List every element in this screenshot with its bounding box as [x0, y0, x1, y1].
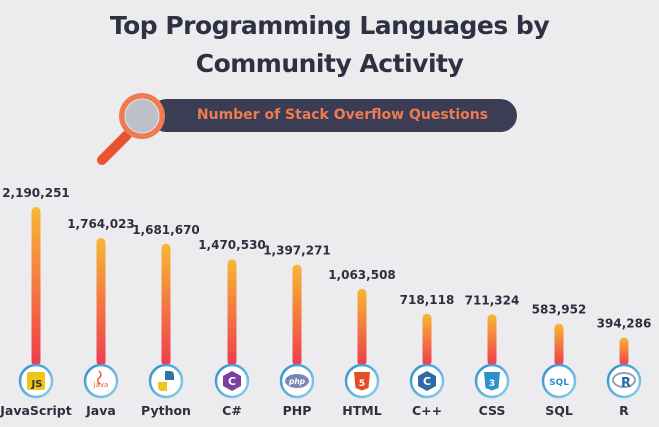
bar-c- — [227, 259, 237, 366]
bar-sql — [554, 323, 564, 366]
sql-icon: SQL — [541, 363, 577, 399]
svg-text:C: C — [423, 375, 431, 388]
subtitle-banner — [150, 99, 517, 132]
bar-python — [161, 243, 171, 366]
bar-css — [487, 314, 497, 366]
value-label: 711,324 — [465, 293, 520, 307]
category-label: C# — [222, 403, 242, 418]
bar-java — [96, 237, 106, 366]
javascript-icon: JS — [18, 363, 54, 399]
category-label: PHP — [283, 403, 312, 418]
csharp-icon: C — [214, 363, 250, 399]
chart-title-line1: Top Programming Languages by — [109, 11, 550, 40]
chart-title-line2: Community Activity — [195, 49, 464, 78]
category-label: HTML — [342, 403, 381, 418]
cpp-icon: C — [409, 363, 445, 399]
bar-javascript — [31, 207, 41, 366]
css3-icon: 3 — [474, 363, 510, 399]
bar-php — [292, 264, 302, 366]
java-icon: java — [83, 363, 119, 399]
category-label: SQL — [545, 403, 573, 418]
category-label: Java — [85, 403, 116, 418]
svg-text:C: C — [228, 375, 236, 388]
value-label: 718,118 — [400, 293, 455, 307]
r-icon: R — [606, 363, 642, 399]
magnifier-icon — [97, 93, 165, 165]
html5-icon: 5 — [344, 363, 380, 399]
value-label: 394,286 — [597, 316, 652, 330]
value-label: 1,764,023 — [67, 217, 135, 231]
category-label: R — [619, 403, 629, 418]
value-label: 1,397,271 — [263, 244, 331, 258]
php-icon: php — [279, 363, 315, 399]
svg-text:3: 3 — [489, 379, 495, 389]
category-label: C++ — [412, 403, 442, 418]
category-label: JavaScript — [0, 403, 72, 418]
category-label: CSS — [479, 403, 506, 418]
bar-c- — [422, 313, 432, 366]
svg-text:JS: JS — [31, 379, 43, 390]
value-label: 2,190,251 — [2, 186, 70, 200]
svg-text:5: 5 — [359, 379, 365, 389]
svg-text:java: java — [93, 381, 109, 389]
bar-r — [619, 337, 629, 366]
python-icon — [148, 363, 184, 399]
bar-html — [357, 288, 367, 366]
value-label: 1,063,508 — [328, 268, 396, 282]
value-label: 1,681,670 — [132, 223, 200, 237]
svg-text:php: php — [288, 377, 306, 386]
value-label: 1,470,530 — [198, 238, 266, 252]
svg-text:R: R — [621, 376, 631, 391]
value-label: 583,952 — [532, 303, 587, 317]
category-label: Python — [141, 403, 191, 418]
subtitle-text: Number of Stack Overflow Questions — [196, 107, 489, 123]
svg-text:SQL: SQL — [549, 378, 569, 388]
